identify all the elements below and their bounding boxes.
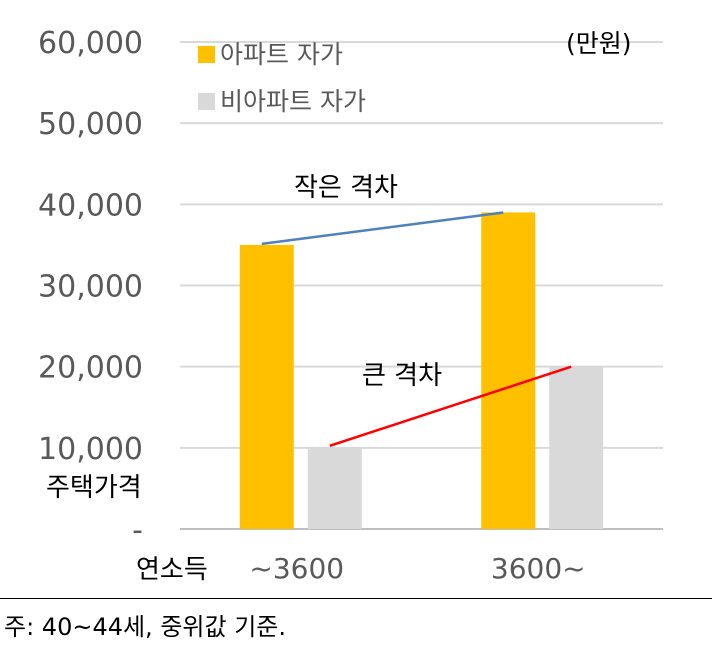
small-gap-label: 작은 격차 [294, 173, 398, 203]
unit-label: (만원) [566, 29, 632, 58]
legend: 아파트 자가 비아파트 자가 [198, 40, 366, 116]
legend-swatch-non-apartment [198, 93, 215, 110]
chart: - 10,000 20,000 30,000 40,000 50,000 60,000 ~3… [38, 26, 663, 585]
legend-label-non-apartment: 비아파트 자가 [220, 87, 366, 116]
bar-non-apartment-1 [549, 366, 604, 529]
y-tick-labels: - 10,000 20,000 30,000 40,000 50,000 60,000 [38, 26, 143, 548]
y-tick-label: 10,000 [38, 432, 143, 467]
y-axis-label: 주택가격 [46, 473, 142, 503]
footnote-divider [0, 598, 712, 599]
legend-label-apartment: 아파트 자가 [220, 40, 343, 69]
y-tick-label: 50,000 [38, 107, 143, 142]
y-tick-label: 60,000 [38, 26, 143, 61]
x-tick-label: ~3600 [249, 552, 344, 585]
annotations: 작은 격차큰 격차 [261, 173, 572, 448]
small-gap-line [261, 211, 504, 246]
y-tick-label: 30,000 [38, 270, 143, 305]
big-gap-line [329, 365, 572, 448]
legend-swatch-apartment [198, 46, 215, 63]
x-tick-label: 3600~ [491, 552, 586, 585]
y-tick-label: - [132, 513, 143, 548]
big-gap-label: 큰 격차 [362, 361, 442, 391]
x-tick-labels: ~3600 3600~ [249, 552, 585, 585]
bar-apartment-1 [481, 212, 536, 529]
y-tick-label: 20,000 [38, 351, 143, 386]
y-tick-label: 40,000 [38, 188, 143, 223]
x-axis-label: 연소득 [136, 555, 208, 585]
bars [239, 212, 604, 529]
bar-apartment-0 [239, 244, 294, 529]
bar-non-apartment-0 [307, 447, 362, 529]
footnote: 주: 40~44세, 중위값 기준. [4, 613, 286, 641]
